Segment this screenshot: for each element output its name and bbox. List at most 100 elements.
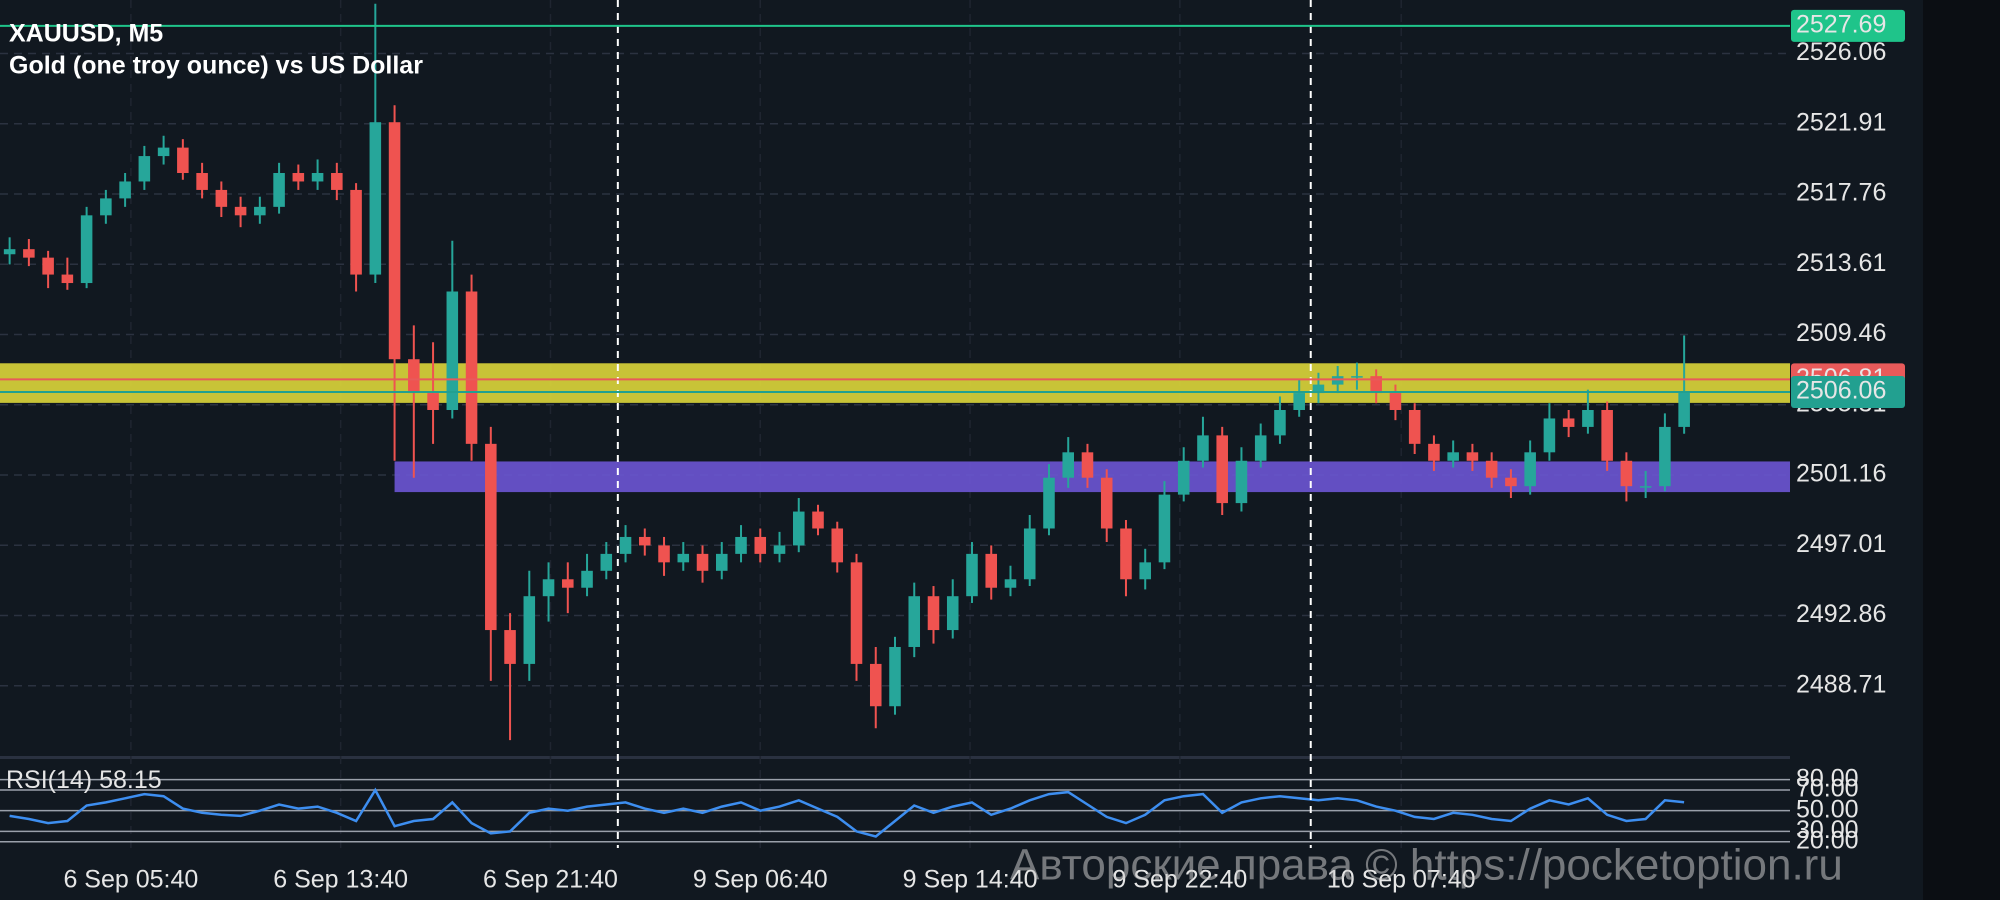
candle-body xyxy=(388,122,401,360)
candle-body xyxy=(311,173,324,182)
candle-body xyxy=(119,181,131,199)
candle-body xyxy=(1062,452,1074,478)
candle-body xyxy=(138,156,151,182)
candle-body xyxy=(1197,435,1209,461)
candle-body xyxy=(1466,452,1479,461)
x-tick-label: 6 Sep 05:40 xyxy=(63,866,198,894)
candle-body xyxy=(3,249,16,255)
x-tick-label: 9 Sep 14:40 xyxy=(903,866,1038,894)
candle-body xyxy=(504,630,516,664)
candle-body xyxy=(100,198,112,216)
rsi-tick-label: 70.00 xyxy=(1796,775,1859,803)
rsi-last: 58.15 xyxy=(99,766,162,794)
candle-body xyxy=(1351,376,1363,378)
y-tick-label: 2501.16 xyxy=(1796,460,1886,488)
candle-body xyxy=(696,553,709,571)
y-tick-label: 2513.61 xyxy=(1796,249,1886,277)
candle-body xyxy=(485,443,497,631)
candle-body xyxy=(1601,409,1613,461)
zone xyxy=(0,363,1790,403)
candle-body xyxy=(292,173,305,182)
rsi-line xyxy=(9,787,1685,838)
candle-body xyxy=(966,553,978,597)
candle-body xyxy=(1678,392,1690,427)
candle-body xyxy=(1408,409,1421,444)
rsi-tick-label: 50.00 xyxy=(1796,795,1859,823)
chart-subtitle: Gold (one troy ounce) vs US Dollar xyxy=(9,52,423,80)
y-tick-label: 2488.71 xyxy=(1796,670,1886,698)
candle-body xyxy=(850,562,863,664)
candle-body xyxy=(1485,460,1498,478)
candle-body xyxy=(408,359,420,394)
candle-body xyxy=(350,189,362,275)
candle-body xyxy=(1659,426,1671,487)
candles xyxy=(3,3,1690,741)
candle-body xyxy=(157,147,170,157)
y-tick-label: 2492.86 xyxy=(1796,600,1886,628)
candle-body xyxy=(61,274,74,284)
candle-body xyxy=(658,545,670,563)
y-tick-label: 2526.06 xyxy=(1796,38,1886,66)
candle-body xyxy=(23,249,35,258)
x-tick-label: 6 Sep 21:40 xyxy=(483,866,618,894)
rsi-name: RSI(14) xyxy=(6,766,92,794)
chart-background xyxy=(0,0,1923,900)
candle-body xyxy=(1216,435,1228,504)
candle-body xyxy=(1139,562,1151,580)
candle-body xyxy=(908,596,921,647)
candle-body xyxy=(1620,460,1633,487)
candle-body xyxy=(1582,409,1594,427)
candle-body xyxy=(1120,528,1132,580)
candle-body xyxy=(331,173,343,190)
candle-body xyxy=(254,206,266,216)
candle-body xyxy=(1274,409,1286,436)
candle-body xyxy=(427,393,439,410)
y-tick-label: 2521.91 xyxy=(1796,108,1886,136)
candle-body xyxy=(562,579,574,588)
candle-body xyxy=(792,511,805,546)
candle-body xyxy=(831,528,844,563)
candle-body xyxy=(177,147,189,174)
candle-body xyxy=(869,663,882,707)
candle-body xyxy=(1389,393,1402,410)
rsi-tick-label: 80.00 xyxy=(1796,764,1859,792)
candle-body xyxy=(80,215,93,284)
candle-body xyxy=(1331,376,1344,385)
candle-body xyxy=(542,579,555,597)
candle-body xyxy=(1312,384,1325,394)
candle-body xyxy=(1562,418,1575,427)
candle-body xyxy=(446,291,459,410)
candle-body xyxy=(1254,435,1267,461)
candle-body xyxy=(369,122,382,275)
candle-body xyxy=(1505,477,1517,487)
candle-body xyxy=(773,545,786,554)
candle-body xyxy=(1023,528,1036,580)
candle-body xyxy=(1235,460,1248,504)
candle-body xyxy=(1447,452,1459,461)
price-label: 2527.69 xyxy=(1796,11,1886,39)
candle-body xyxy=(716,553,728,571)
price-label: 2506.06 xyxy=(1796,377,1886,405)
candle-body xyxy=(215,189,228,207)
candle-body xyxy=(1158,494,1171,563)
candle-body xyxy=(812,511,824,529)
candle-body xyxy=(677,553,690,563)
candle-body xyxy=(196,173,208,190)
x-tick-label: 9 Sep 06:40 xyxy=(693,866,828,894)
candle-body xyxy=(234,206,247,216)
candle-body xyxy=(1043,477,1055,529)
candle-body xyxy=(639,536,651,546)
candle-body xyxy=(889,646,901,707)
chart-title: XAUUSD, M5 xyxy=(9,20,163,48)
watermark: Авторские права © https://pocketoption.r… xyxy=(1010,841,1843,890)
candle-body xyxy=(523,596,536,664)
candle-body xyxy=(754,536,767,554)
rsi-tick-label: 30.00 xyxy=(1796,816,1859,844)
candle-body xyxy=(42,257,54,275)
x-tick-label: 6 Sep 13:40 xyxy=(273,866,408,894)
candle-body xyxy=(1428,443,1440,461)
rsi-legend: RSI(14) 58.15 xyxy=(6,766,162,794)
